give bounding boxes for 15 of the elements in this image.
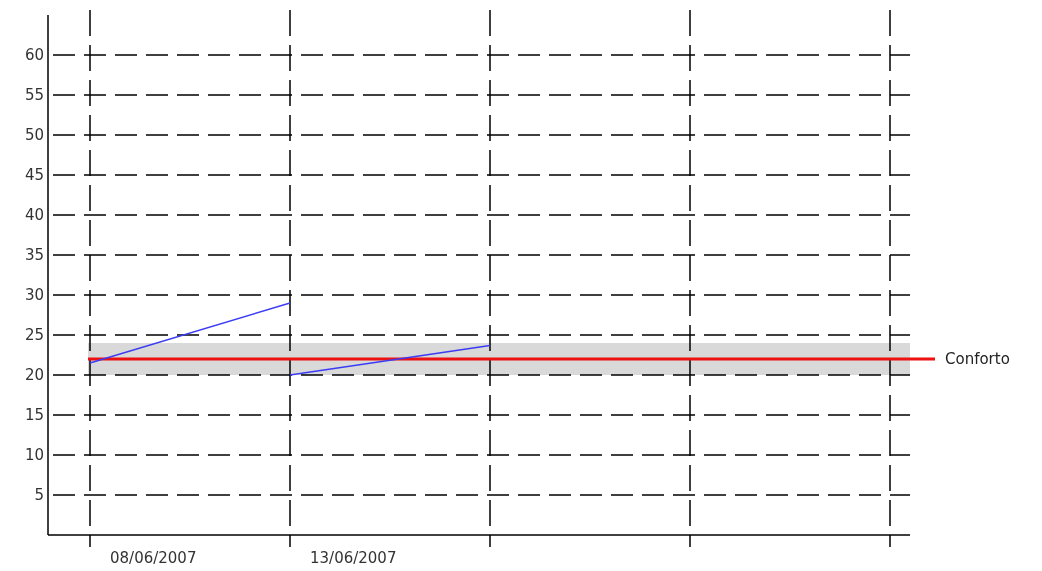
y-tick-label: 35 (24, 246, 44, 264)
y-tick-label: 25 (24, 326, 44, 344)
y-tick-label: 20 (24, 366, 44, 384)
y-tick-label: 45 (24, 166, 44, 184)
x-tick-label: 08/06/2007 (110, 549, 197, 567)
ref-line-label: Conforto (945, 350, 1010, 368)
y-tick-label: 5 (34, 486, 44, 504)
x-tick-label: 13/06/2007 (310, 549, 397, 567)
y-tick-label: 30 (24, 286, 44, 304)
y-tick-label: 10 (24, 446, 44, 464)
y-tick-label: 15 (24, 406, 44, 424)
y-tick-label: 55 (24, 86, 44, 104)
y-tick-label: 60 (24, 46, 44, 64)
y-tick-label: 50 (24, 126, 44, 144)
y-tick-label: 40 (24, 206, 44, 224)
